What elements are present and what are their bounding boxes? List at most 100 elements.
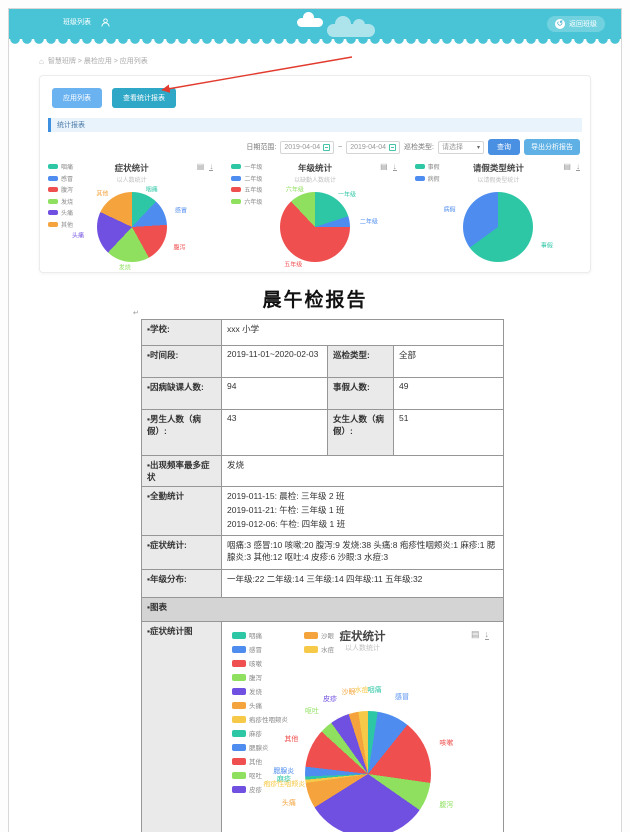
legend-item[interactable]: 疱疹性咽颊炎 <box>232 714 288 724</box>
legend-chip <box>232 715 246 723</box>
legend-label: 六年级 <box>244 199 263 206</box>
grade-label-cell: ▪年级分布: <box>141 569 222 598</box>
pie-label: 头痛 <box>281 799 296 807</box>
legend-label: 咽痛 <box>61 165 74 171</box>
view-report-button[interactable]: 查看统计报表 <box>112 88 176 108</box>
legend-item[interactable]: 水痘 <box>304 644 334 654</box>
legend-item[interactable]: 发烧 <box>48 197 73 206</box>
legend-item[interactable]: 沙眼 <box>304 630 334 640</box>
pie-chart[interactable]: 一年级 二年级 五年级 六年级 <box>253 181 378 273</box>
download-icon[interactable]: ↓ <box>392 162 397 171</box>
school-value-cell: xxx 小学 <box>221 319 504 346</box>
pie-label: 呕吐 <box>305 708 320 716</box>
legend-label: 腹泻 <box>249 675 262 682</box>
pie-slices[interactable] <box>279 192 350 262</box>
legend-chip <box>232 729 246 737</box>
type-label-cell: 巡检类型: <box>327 345 394 378</box>
legend-item[interactable]: 咳嗽 <box>232 658 288 668</box>
data-view-icon[interactable]: ▤ <box>196 162 205 171</box>
chevron-down-icon: ▾ <box>476 144 480 151</box>
pie-label: 咽痛 <box>145 187 158 194</box>
back-to-class-button[interactable]: ↺ 返回班级 <box>547 16 605 32</box>
export-report-button[interactable]: 导出分析报告 <box>524 139 580 155</box>
calendar-icon <box>323 143 331 151</box>
pie-label: 五年级 <box>284 262 303 269</box>
legend-item[interactable]: 六年级 <box>231 197 262 206</box>
legend-item[interactable]: 五年级 <box>231 185 262 194</box>
table-row: ▪症状统计图 症状统计 以人数统计 ▤ ↓ 咽痛 感冒 咳嗽 腹泻 发烧 头痛 疱疹性咽颊炎… <box>141 621 504 832</box>
pie-label: 疱疹性咽颊炎 <box>263 780 306 788</box>
pie-label: 咳嗽 <box>439 740 454 747</box>
download-icon[interactable]: ↓ <box>575 162 580 171</box>
legend-item[interactable]: 腹泻 <box>48 185 73 194</box>
legend-chip <box>231 164 242 169</box>
data-view-icon[interactable]: ▤ <box>380 162 388 171</box>
legend-item[interactable]: 咽痛 <box>48 162 73 171</box>
workspace-nav[interactable]: 班级列表 <box>63 17 110 27</box>
legend-label: 其他 <box>61 222 74 229</box>
data-view-icon[interactable]: ▤ <box>470 629 480 639</box>
data-view-icon[interactable]: ▤ <box>563 162 571 171</box>
chart-row-label-cell: ▪症状统计图 <box>141 621 222 832</box>
breadcrumb-text: 智慧班牌 > 晨检应用 > 应用列表 <box>47 58 148 65</box>
breadcrumb[interactable]: ⌂ 智慧班牌 > 晨检应用 > 应用列表 <box>39 56 148 66</box>
legend-item[interactable]: 二年级 <box>231 174 262 183</box>
app-list-button[interactable]: 应用列表 <box>52 88 102 108</box>
date-from-input[interactable]: 2019-04-04 <box>280 140 335 154</box>
pie-slices[interactable] <box>96 192 167 262</box>
search-button[interactable]: 查询 <box>488 139 520 155</box>
pie-chart[interactable]: 事假 病假 <box>436 181 560 273</box>
chart-legend: 事假 病假 <box>414 162 440 183</box>
patrol-type-select[interactable]: 请选择 ▾ <box>438 140 484 154</box>
pie-slices[interactable] <box>463 192 534 262</box>
calendar-icon <box>389 143 397 151</box>
download-icon[interactable]: ↓ <box>209 162 214 171</box>
legend-label: 麻疹 <box>249 731 262 738</box>
legend-item[interactable]: 其他 <box>48 220 73 229</box>
patrol-type-label: 巡检类型: <box>404 144 434 151</box>
legend-item[interactable]: 发烧 <box>232 686 288 696</box>
legend-chip <box>48 175 58 181</box>
legend-item[interactable]: 感冒 <box>48 174 73 183</box>
date-range-label: 日期范围: <box>246 144 277 151</box>
legend-label: 腹泻 <box>61 188 74 194</box>
legend-label: 感冒 <box>249 647 262 654</box>
legend-item[interactable]: 腹泻 <box>232 672 288 682</box>
pie-slices[interactable] <box>305 711 432 832</box>
legend-chip <box>48 198 58 204</box>
pie-label: 腹泻 <box>439 801 454 809</box>
pie-label: 事假 <box>540 243 553 250</box>
chart-toolbox: ▤ ↓ <box>471 629 489 640</box>
legend-label: 腮腺炎 <box>249 745 269 752</box>
legend-chip <box>48 187 58 192</box>
legend-item[interactable]: 感冒 <box>232 644 288 654</box>
legend-chip <box>232 757 246 765</box>
legend-chip <box>48 221 58 227</box>
legend-item[interactable]: 一年级 <box>231 162 262 171</box>
leave-type-stats-chart: 请假类型统计 以请假类型统计 ▤ ↓ 事假 病假 事假 病假 <box>407 159 590 275</box>
legend-item[interactable]: 头痛 <box>48 208 73 217</box>
legend-item[interactable]: 皮疹 <box>232 784 288 794</box>
period-label-cell: ▪时间段: <box>141 345 222 378</box>
legend-item[interactable]: 病假 <box>414 174 440 183</box>
legend-item[interactable]: 呕吐 <box>232 770 288 780</box>
chart-title: 年级统计 <box>297 163 332 173</box>
legend-item[interactable]: 麻疹 <box>232 728 288 738</box>
download-icon[interactable]: ↓ <box>484 629 489 640</box>
legend-item[interactable]: 腮腺炎 <box>232 742 288 752</box>
type-value-cell: 全部 <box>393 345 504 378</box>
pie-label: 六年级 <box>285 187 304 194</box>
pie-chart[interactable]: 咽痛 感冒 腹泻 发烧 头痛 其他 <box>70 181 194 273</box>
personal-value-cell: 49 <box>393 377 504 410</box>
pie-label: 头痛 <box>72 233 85 240</box>
legend-item[interactable]: 事假 <box>414 162 440 171</box>
legend-label: 疱疹性咽颊炎 <box>249 717 288 724</box>
return-icon: ↺ <box>555 19 565 29</box>
legend-item[interactable]: 头痛 <box>232 700 288 710</box>
chart-legend: 咽痛感冒腹泻发烧头痛其他 <box>48 162 73 229</box>
legend-chip <box>232 631 246 639</box>
legend-item[interactable]: 咽痛 <box>232 630 288 640</box>
date-to-input[interactable]: 2019-04-04 <box>346 140 401 154</box>
legend-item[interactable]: 其他 <box>232 756 288 766</box>
